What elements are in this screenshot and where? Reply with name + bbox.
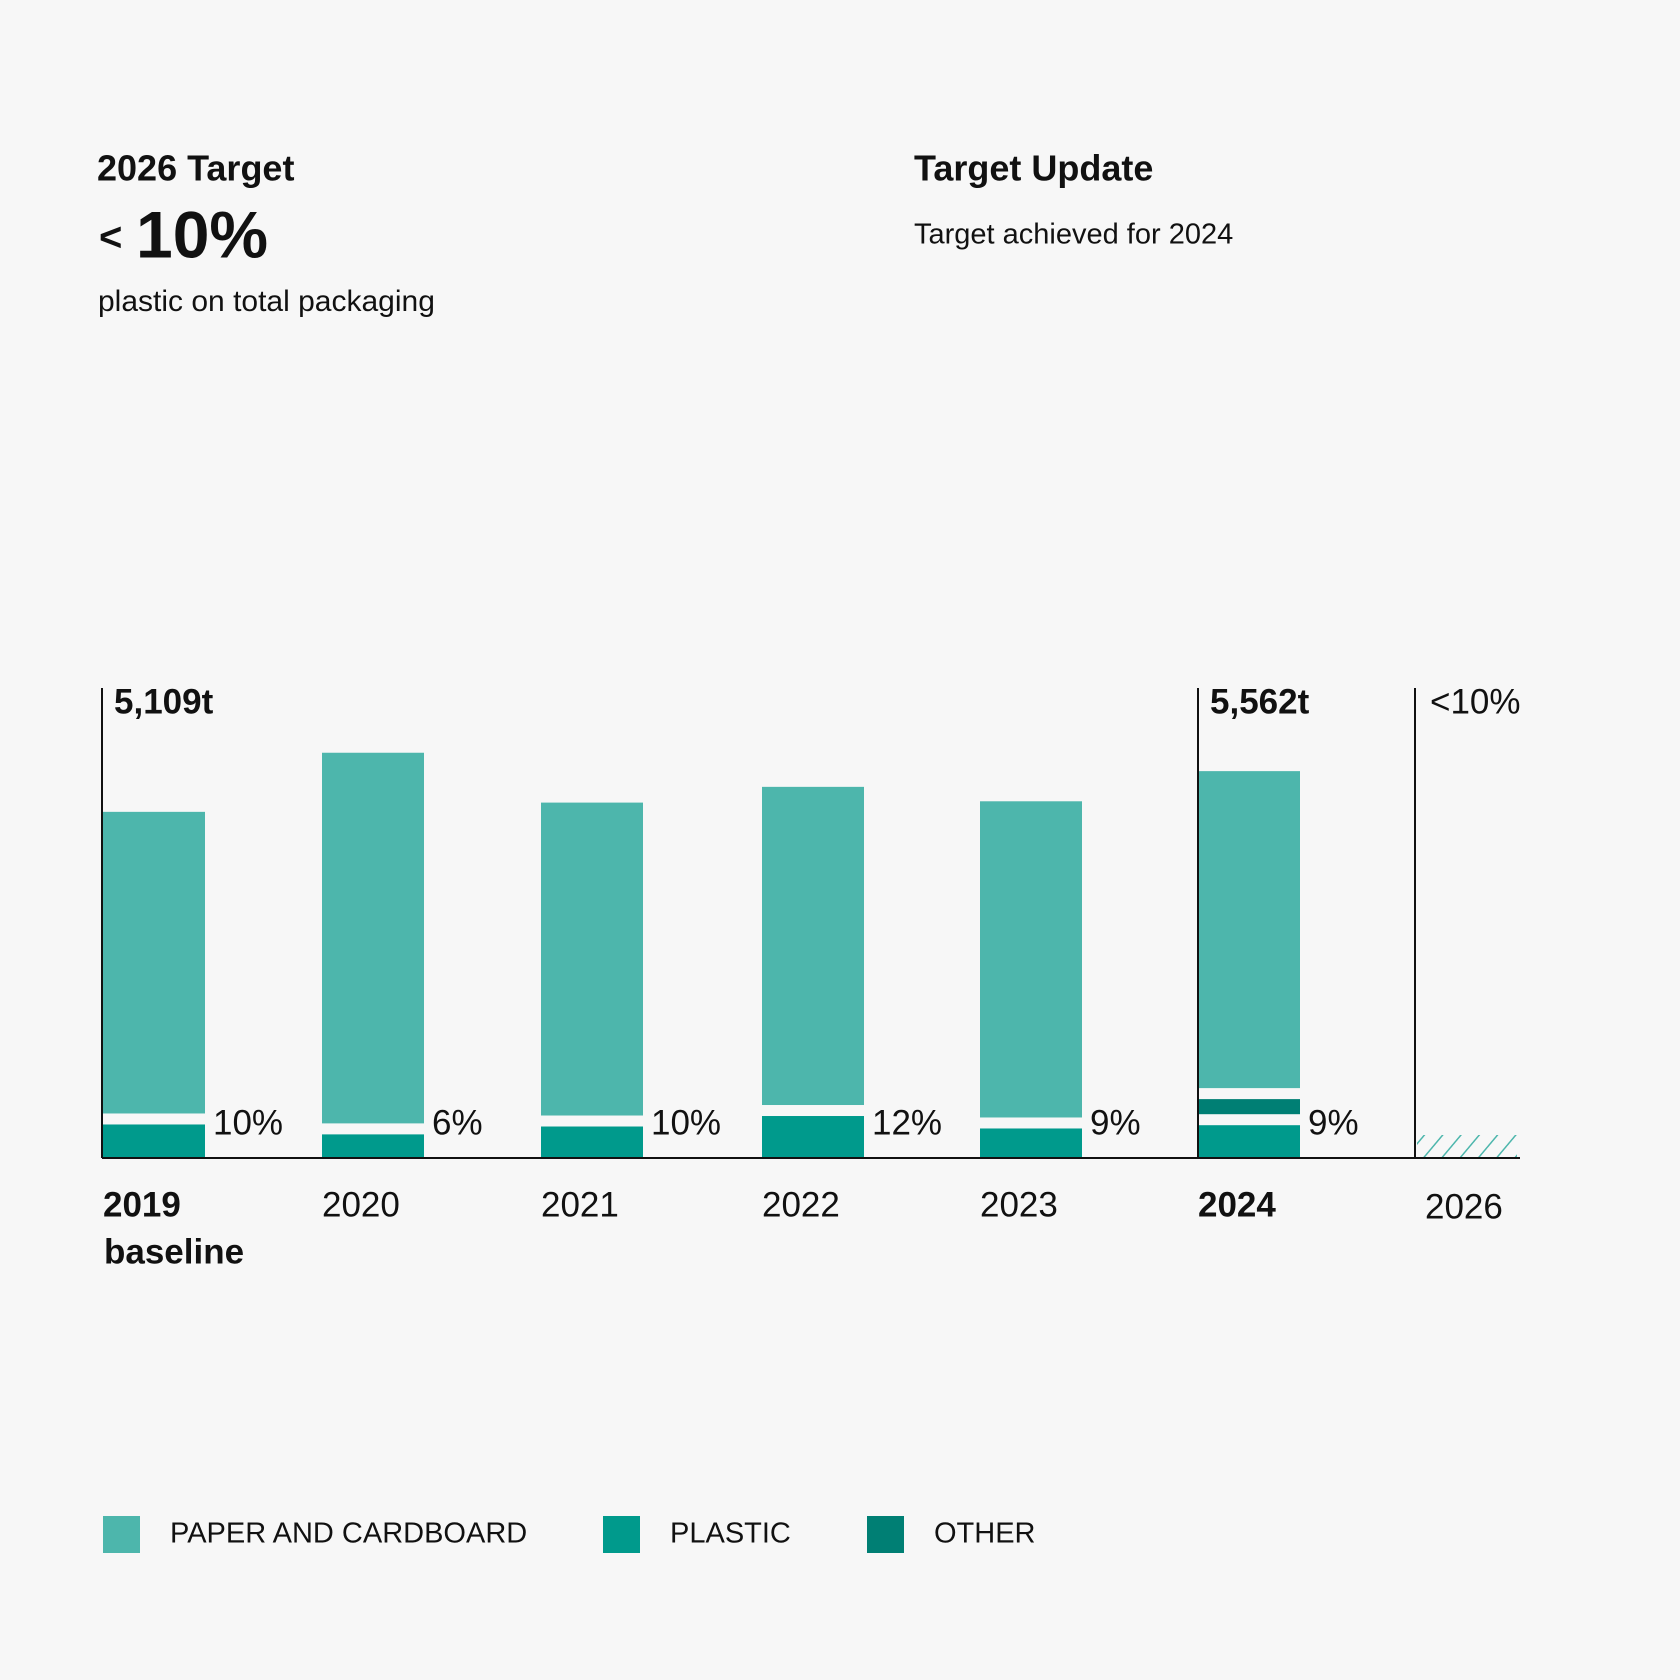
target-title: 2026 Target xyxy=(97,148,294,189)
bar-segment xyxy=(980,1128,1082,1158)
target-caption: plastic on total packaging xyxy=(98,285,435,318)
bar-segment xyxy=(980,801,1082,1118)
bar-segment xyxy=(1198,1099,1300,1115)
x-tick-label: 2023 xyxy=(980,1185,1058,1224)
x-tick-label: 2022 xyxy=(762,1185,840,1224)
baseline-note: baseline xyxy=(104,1232,244,1271)
legend-swatch xyxy=(603,1516,640,1553)
update-title: Target Update xyxy=(914,148,1153,189)
x-tick-label: 2019 xyxy=(103,1185,181,1224)
target-prefix: < xyxy=(99,216,122,260)
share-label: 10% xyxy=(213,1103,283,1142)
legend-swatch xyxy=(103,1516,140,1553)
total-label: 5,109t xyxy=(114,682,214,721)
update-text: Target achieved for 2024 xyxy=(914,219,1233,251)
target-value: 10% xyxy=(136,197,268,271)
target-label: <10% xyxy=(1430,682,1521,721)
legend-label: OTHER xyxy=(934,1518,1036,1550)
bar-segment xyxy=(103,811,205,1114)
bar-segment xyxy=(1198,1125,1300,1158)
share-label: 12% xyxy=(872,1103,942,1142)
target-hatch xyxy=(1417,1135,1517,1158)
target-category: 2026 xyxy=(1425,1187,1503,1226)
legend-swatch xyxy=(867,1516,904,1553)
x-tick-label: 2021 xyxy=(541,1185,619,1224)
bar-segment xyxy=(762,786,864,1106)
legend-label: PLASTIC xyxy=(670,1518,791,1550)
bar-segment xyxy=(541,802,643,1116)
share-label: 9% xyxy=(1090,1103,1141,1142)
total-label: 5,562t xyxy=(1210,682,1310,721)
x-tick-label: 2020 xyxy=(322,1185,400,1224)
bar-segment xyxy=(322,1134,424,1158)
x-tick-label: 2024 xyxy=(1198,1185,1276,1224)
legend-label: PAPER AND CARDBOARD xyxy=(170,1518,527,1550)
share-label: 6% xyxy=(432,1103,483,1142)
bar-segment xyxy=(541,1126,643,1158)
bar-segment xyxy=(103,1124,205,1158)
share-label: 10% xyxy=(651,1103,721,1142)
bar-segment xyxy=(322,752,424,1124)
bar-segment xyxy=(1198,771,1300,1089)
share-label: 9% xyxy=(1308,1103,1359,1142)
bar-segment xyxy=(762,1116,864,1158)
